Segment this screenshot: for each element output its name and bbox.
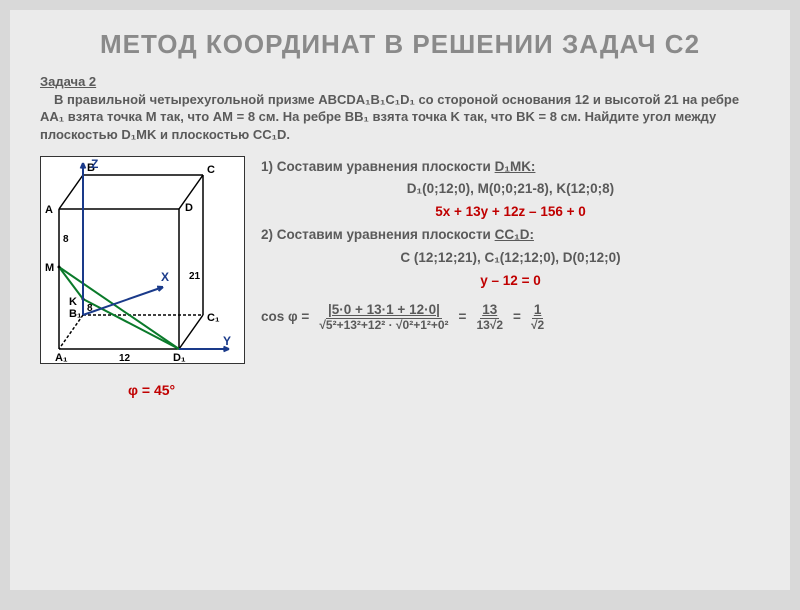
mid-num: 13: [480, 303, 499, 319]
step2-intro: 2) Составим уравнения плоскости: [261, 227, 495, 242]
svg-text:A₁: A₁: [55, 352, 68, 364]
step1-points: D₁(0;12;0), M(0;0;21-8), K(12;0;8): [261, 178, 760, 201]
step1-plane: D₁MK:: [495, 159, 536, 174]
svg-text:D₁: D₁: [173, 352, 186, 364]
prism-diagram: BCADA₁B₁C₁D₁MKZXY882112: [40, 156, 245, 364]
step2-plane: CC₁D:: [495, 227, 534, 242]
svg-text:K: K: [69, 296, 77, 308]
svg-text:21: 21: [189, 271, 201, 282]
cos-denominator: √5²+13²+12² · √0²+1²+0²: [319, 319, 448, 332]
problem-text: В правильной четырехугольной призме ABCD…: [40, 91, 760, 144]
mid-den: 13√2: [476, 319, 503, 332]
rhs-den: √2: [531, 319, 544, 332]
svg-text:Z: Z: [91, 157, 98, 171]
answer: φ = 45°: [128, 382, 760, 398]
svg-text:D: D: [185, 202, 193, 214]
step1-equation: 5x + 13y + 12z – 156 + 0: [261, 201, 760, 224]
svg-text:X: X: [161, 270, 169, 284]
svg-text:Y: Y: [223, 334, 231, 348]
step1-intro: 1) Составим уравнения плоскости: [261, 159, 495, 174]
problem-label: Задача 2: [40, 74, 760, 89]
cos-lhs: cos φ =: [261, 306, 309, 329]
cosine-expression: cos φ = |5·0 + 13·1 + 12·0| √5²+13²+12² …: [261, 303, 760, 332]
svg-text:C₁: C₁: [207, 312, 220, 324]
step2-points: C (12;12;21), C₁(12;12;0), D(0;12;0): [261, 247, 760, 270]
rhs-num: 1: [532, 303, 544, 319]
slide-title: МЕТОД КООРДИНАТ В РЕШЕНИИ ЗАДАЧ С2: [40, 30, 760, 60]
cos-numerator: |5·0 + 13·1 + 12·0|: [326, 303, 442, 319]
solution-steps: 1) Составим уравнения плоскости D₁MK: D₁…: [261, 156, 760, 364]
svg-text:8: 8: [63, 234, 69, 245]
svg-text:C: C: [207, 164, 215, 176]
svg-text:A: A: [45, 204, 53, 216]
svg-text:8: 8: [87, 303, 93, 314]
svg-text:B₁: B₁: [69, 308, 82, 320]
step2-equation: y – 12 = 0: [261, 270, 760, 293]
svg-text:12: 12: [119, 353, 131, 364]
slide: МЕТОД КООРДИНАТ В РЕШЕНИИ ЗАДАЧ С2 Задач…: [10, 10, 790, 590]
content-row: BCADA₁B₁C₁D₁MKZXY882112 1) Составим урав…: [40, 156, 760, 364]
svg-text:M: M: [45, 262, 54, 274]
